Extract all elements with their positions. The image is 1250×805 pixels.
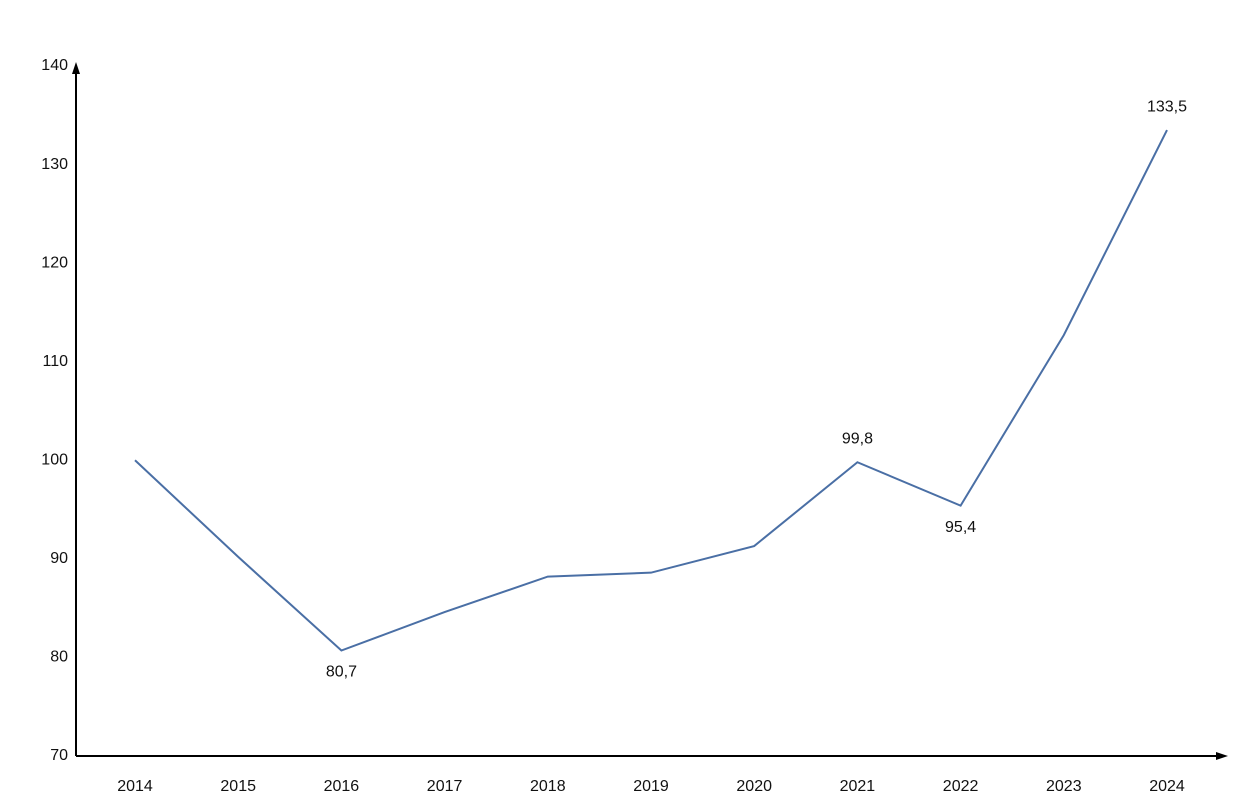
y-axis-arrow <box>72 62 80 74</box>
data-label: 99,8 <box>842 430 873 447</box>
x-tick-label: 2017 <box>427 778 463 795</box>
data-line <box>134 129 1168 652</box>
data-label: 133,5 <box>1147 98 1187 115</box>
data-label: 80,7 <box>326 664 357 681</box>
x-tick-label: 2016 <box>324 778 360 795</box>
y-tick-label: 90 <box>50 550 68 567</box>
y-tick-label: 120 <box>41 254 68 271</box>
data-label: 95,4 <box>945 519 976 536</box>
x-tick-label: 2020 <box>736 778 772 795</box>
y-tick-label: 100 <box>41 452 68 469</box>
x-tick-label: 2019 <box>633 778 669 795</box>
x-tick-label: 2024 <box>1149 778 1185 795</box>
y-tick-label: 110 <box>42 353 68 370</box>
x-tick-label: 2022 <box>943 778 979 795</box>
x-tick-label: 2015 <box>220 778 256 795</box>
y-tick-label: 80 <box>50 649 68 666</box>
x-tick-label: 2018 <box>530 778 566 795</box>
y-tick-label: 140 <box>41 57 68 74</box>
x-tick-label: 2014 <box>117 778 153 795</box>
x-tick-label: 2023 <box>1046 778 1082 795</box>
y-tick-label: 70 <box>50 747 68 764</box>
x-tick-label: 2021 <box>840 778 876 795</box>
y-tick-label: 130 <box>41 156 68 173</box>
x-axis-arrow <box>1216 752 1228 760</box>
